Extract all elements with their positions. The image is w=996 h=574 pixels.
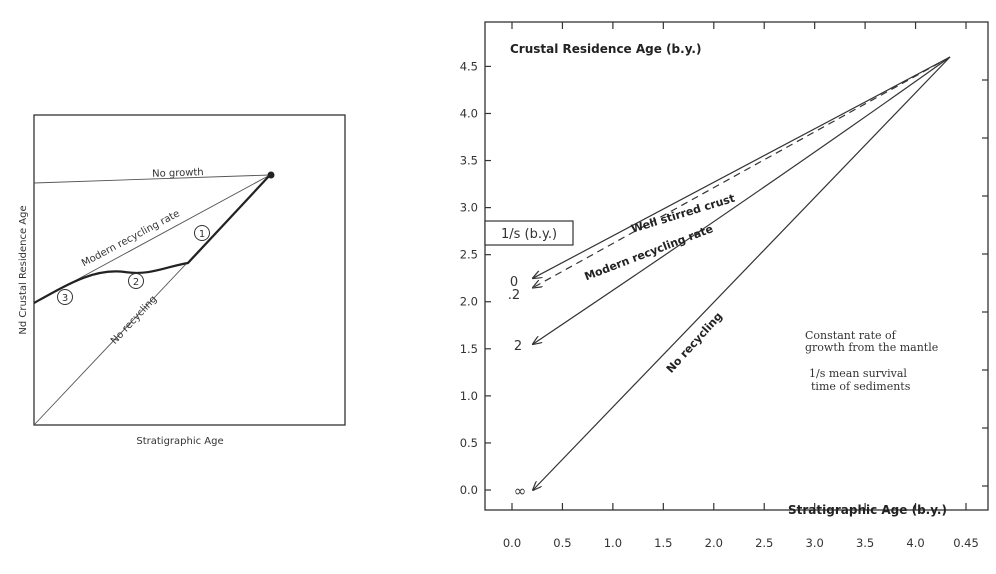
y-tick-label: 2.0 (460, 295, 478, 309)
marker-1-label: 1 (199, 229, 205, 240)
annotation-line-4: time of sediments (811, 380, 911, 393)
legend-box (484, 220, 574, 246)
y-tick-label: 1.5 (460, 342, 478, 356)
modern-curve-thick (33, 174, 271, 304)
y-tick-label: 3.0 (460, 201, 478, 215)
x-tick-label: 3.0 (806, 536, 824, 550)
y-tick-label: 1.0 (460, 389, 478, 403)
endpoint-label-0: 0 (510, 275, 518, 290)
y-tick-label: 2.5 (460, 248, 478, 262)
modern-recycling-rate-label: Modern recycling rate (583, 222, 715, 283)
recycling-2-series (533, 56, 951, 344)
x-tick-label: 2.5 (755, 536, 773, 550)
x-tick-label: 0.45 (953, 536, 979, 550)
marker-1: 1 (194, 225, 210, 241)
endpoint-label-0-2: .2 (508, 288, 520, 303)
origin-dot (267, 171, 275, 179)
marker-3-circle (57, 289, 73, 305)
series-layer (533, 56, 951, 490)
right-panel: 0.0 0.5 1.0 1.5 2.0 2.5 3.0 3.5 4.0 4.5 0.0 0.5 1.0… (460, 21, 989, 550)
marker-3-label: 3 (62, 293, 68, 304)
x-tick-label: 1.5 (654, 536, 672, 550)
marker-2: 2 (128, 273, 144, 289)
legend-title: 1/s (b.y.) (501, 227, 557, 242)
right-x-axis-label: Stratigraphic Age (b.y.) (788, 503, 947, 517)
endpoint-label-infinity: ∞ (514, 482, 527, 500)
annotation-line-2: growth from the mantle (805, 341, 938, 354)
y-tick-label: 3.5 (460, 154, 478, 168)
x-tick-label: 2.0 (705, 536, 723, 550)
x-tick-label: 0.5 (553, 536, 571, 550)
no-recycling-label: No recycling (109, 294, 159, 347)
no-growth-label: No growth (152, 167, 204, 180)
right-plot-frame (484, 21, 989, 511)
marker-1-circle (194, 225, 210, 241)
left-panel: 1 2 3 No growth Modern recycling rate No… (18, 114, 346, 447)
x-tick-label: 1.0 (604, 536, 622, 550)
well-stirred-series (533, 56, 951, 278)
marker-3: 3 (57, 289, 73, 305)
left-plot-frame (33, 114, 346, 426)
left-x-axis-label: Stratigraphic Age (136, 436, 223, 447)
annotation-line-1: Constant rate of (805, 329, 897, 342)
endpoint-label-2: 2 (514, 339, 522, 354)
x-tick-label: 3.5 (856, 536, 874, 550)
y-tick-label: 0.0 (460, 483, 478, 497)
no-recycling-label-right: No recycling (664, 310, 725, 376)
y-ticks: 0.0 0.5 1.0 1.5 2.0 2.5 3.0 3.5 4.0 4.5 (460, 59, 988, 497)
marker-2-label: 2 (133, 277, 139, 288)
no-recycling-series (533, 56, 951, 490)
modern-recycling-label: Modern recycling rate (80, 208, 182, 269)
x-tick-label: 0.0 (503, 536, 521, 550)
no-growth-line (33, 174, 271, 184)
chart-title: Crustal Residence Age (b.y.) (510, 42, 701, 56)
y-tick-label: 0.5 (460, 436, 478, 450)
modern-recycling-series (533, 56, 951, 288)
x-tick-label: 4.0 (906, 536, 924, 550)
y-tick-label: 4.0 (460, 106, 478, 120)
annotation-line-3: 1/s mean survival (809, 367, 907, 380)
marker-2-circle (128, 273, 144, 289)
left-y-axis-label: Nd Crustal Residence Age (18, 205, 29, 334)
x-ticks: 0.0 0.5 1.0 1.5 2.0 2.5 3.0 3.5 4.0 0.45 (503, 22, 979, 550)
y-tick-label: 4.5 (460, 59, 478, 73)
